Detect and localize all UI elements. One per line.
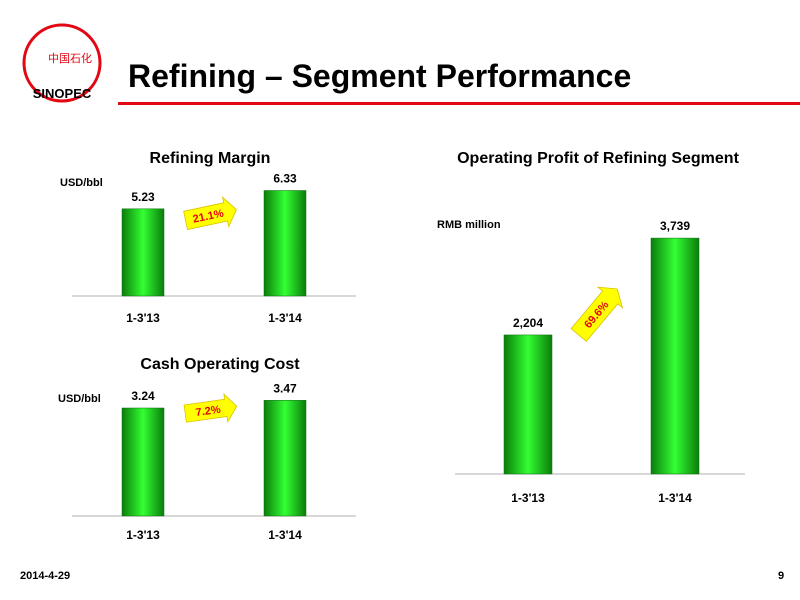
growth-arrow-refining_margin: 21.1% xyxy=(183,196,237,230)
category-label: 1-3'14 xyxy=(268,311,302,325)
unit-label: USD/bbl xyxy=(60,177,103,189)
unit-label: USD/bbl xyxy=(58,393,101,405)
bar-refining_margin-0 xyxy=(121,208,165,297)
data-label: 5.23 xyxy=(131,190,155,204)
unit-label: RMB million xyxy=(437,219,501,231)
logo-wordmark: SINOPEC xyxy=(33,86,92,101)
data-label: 3.24 xyxy=(131,389,155,403)
sinopec-logo: 中国石化 SINOPEC xyxy=(22,23,102,103)
category-label: 1-3'13 xyxy=(126,311,160,325)
data-label: 2,204 xyxy=(513,316,543,330)
chart-title: Refining Margin xyxy=(150,150,271,167)
category-label: 1-3'13 xyxy=(511,491,545,505)
category-label: 1-3'14 xyxy=(268,528,302,542)
growth-arrow-operating_profit: 69.6% xyxy=(570,286,624,342)
category-label: 1-3'13 xyxy=(126,528,160,542)
change-label: 7.2% xyxy=(195,404,222,419)
data-label: 3.47 xyxy=(273,381,297,395)
arrow-shape xyxy=(183,196,237,230)
data-label: 3,739 xyxy=(660,219,690,233)
chart-title: Operating Profit of Refining Segment xyxy=(457,150,739,167)
growth-arrow-cash_operating_cost: 7.2% xyxy=(183,392,238,423)
data-label: 6.33 xyxy=(273,172,297,186)
footer-date: 2014-4-29 xyxy=(20,570,71,582)
chart-title: Cash Operating Cost xyxy=(140,356,300,373)
bar-refining_margin-1 xyxy=(263,190,307,297)
arrow-shape xyxy=(570,286,624,342)
arrow-shape xyxy=(183,392,238,423)
category-label: 1-3'14 xyxy=(658,491,692,505)
page-number: 9 xyxy=(778,570,785,582)
logo-chinese-text: 中国石化 xyxy=(48,51,92,65)
bar-cash_operating_cost-0 xyxy=(121,407,165,517)
bar-cash_operating_cost-1 xyxy=(263,400,307,517)
title-underline xyxy=(118,102,800,105)
bar-operating_profit-0 xyxy=(503,334,553,475)
bar-operating_profit-1 xyxy=(650,237,700,475)
page-title: Refining – Segment Performance xyxy=(128,58,632,94)
